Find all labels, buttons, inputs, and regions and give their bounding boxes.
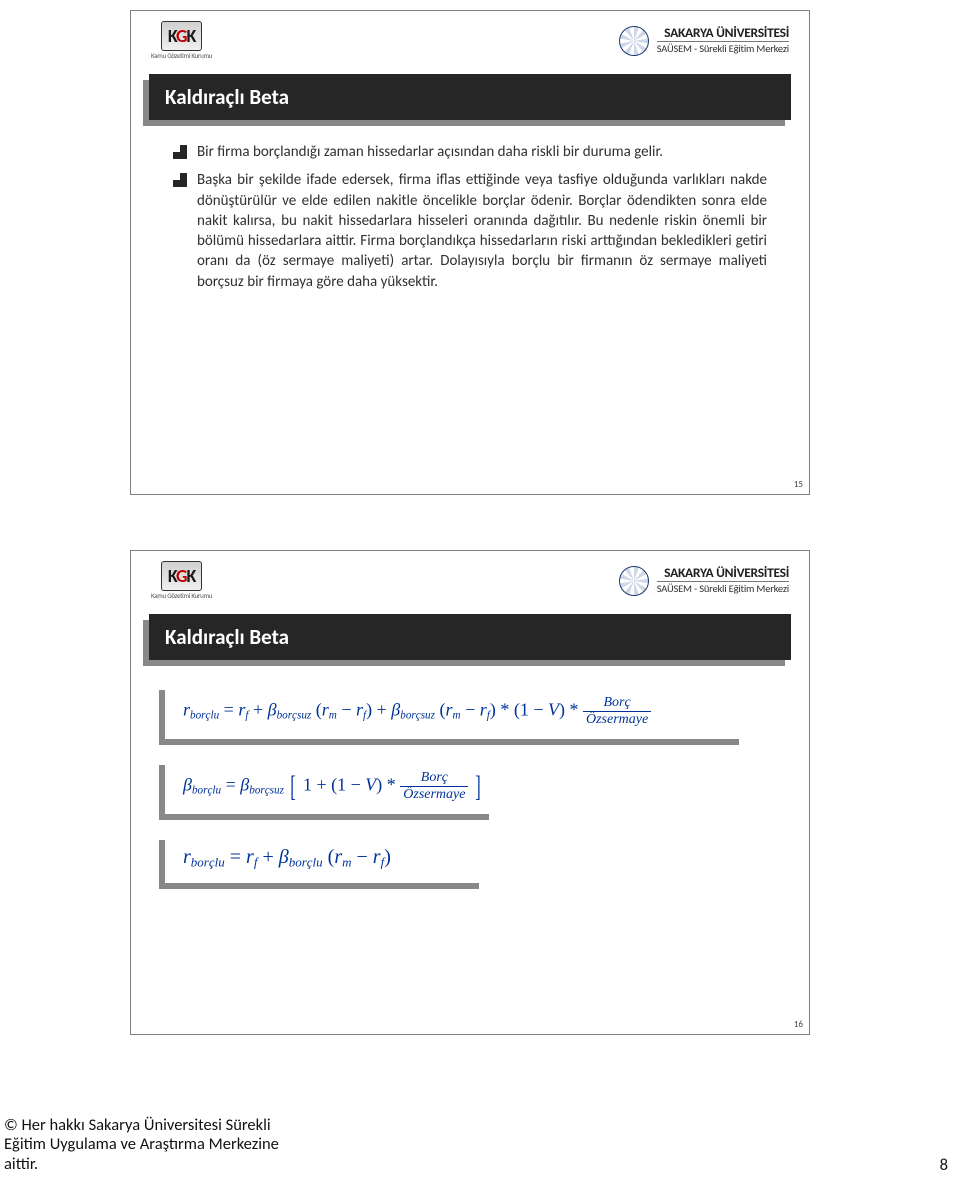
var-beta: β <box>183 775 192 795</box>
footer-line: © Her hakkı Sakarya Üniversitesi Sürekli <box>4 1116 279 1136</box>
var-r: r <box>480 700 487 720</box>
op-paren: ) <box>366 700 372 720</box>
slide-number: 16 <box>794 1019 803 1030</box>
sub-borcsuz: borçsuz <box>277 710 312 722</box>
op-eq: = <box>226 775 241 795</box>
var-beta: β <box>279 846 289 868</box>
op-minus: − <box>533 700 548 720</box>
var-v: V <box>548 700 559 720</box>
formula-2: βborçlu = βborçsuz [ 1 + (1 − V) * Borç … <box>165 759 495 814</box>
var-r: r <box>183 700 190 720</box>
slide-title: Kaldıraçlı Beta <box>149 74 791 120</box>
bullet-text: Başka bir şekilde ifade edersek, firma i… <box>197 170 767 292</box>
sub-borclu: borçlu <box>191 855 225 870</box>
footer-line: aittir. <box>4 1155 279 1175</box>
const-1: 1 <box>520 700 529 720</box>
kgk-logo: KGK Kamu Gözetimi Kurumu <box>151 21 212 60</box>
op-paren: ) * <box>376 775 400 795</box>
fraction: Borç Özsermaye <box>400 771 468 802</box>
frac-den: Özsermaye <box>583 712 651 727</box>
formula-1: rborçlu = rf + βborçsuz (rm − rf) + βbor… <box>165 684 745 739</box>
university-text: SAKARYA ÜNİVERSİTESİ SAÜSEM - Sürekli Eğ… <box>657 566 789 594</box>
op-eq: = <box>224 700 239 720</box>
university-name: SAKARYA ÜNİVERSİTESİ <box>657 566 789 581</box>
op-paren: ) * <box>490 700 510 720</box>
var-r: r <box>334 846 342 868</box>
op-minus: − <box>357 846 373 868</box>
bullet-icon <box>173 173 187 187</box>
const-1: 1 <box>303 775 312 795</box>
op-paren: ) * <box>559 700 583 720</box>
sub-m: m <box>342 855 351 870</box>
frac-num: Borç <box>400 771 468 787</box>
footer-line: Eğitim Uygulama ve Araştırma Merkezine <box>4 1135 279 1155</box>
sub-f: f <box>254 855 258 870</box>
page-number: 8 <box>940 1155 948 1175</box>
kgk-logo-text: KGK <box>168 25 195 47</box>
var-r: r <box>356 700 363 720</box>
var-r: r <box>246 846 254 868</box>
university-logo: SAKARYA ÜNİVERSİTESİ SAÜSEM - Sürekli Eğ… <box>619 26 789 56</box>
sub-borcsuz: borçsuz <box>249 785 284 797</box>
slide-header: KGK Kamu Gözetimi Kurumu SAKARYA ÜNİVERS… <box>131 551 809 608</box>
sub-m: m <box>329 710 337 722</box>
university-logo: SAKARYA ÜNİVERSİTESİ SAÜSEM - Sürekli Eğ… <box>619 566 789 596</box>
sub-borclu: borçlu <box>289 855 323 870</box>
bullet-icon <box>173 145 187 159</box>
university-subtitle: SAÜSEM - Sürekli Eğitim Merkezi <box>657 581 789 595</box>
slide-header: KGK Kamu Gözetimi Kurumu SAKARYA ÜNİVERS… <box>131 11 809 68</box>
var-r: r <box>373 846 381 868</box>
frac-num: Borç <box>583 696 651 712</box>
slide-1: KGK Kamu Gözetimi Kurumu SAKARYA ÜNİVERS… <box>130 10 810 495</box>
slide-title: Kaldıraçlı Beta <box>149 614 791 660</box>
formula-3: rborçlu = rf + βborçlu (rm − rf) <box>165 834 485 883</box>
kgk-logo-subtext: Kamu Gözetimi Kurumu <box>151 591 212 600</box>
bullet-item: Bir firma borçlandığı zaman hissedarlar … <box>173 142 767 162</box>
var-v: V <box>365 775 376 795</box>
university-subtitle: SAÜSEM - Sürekli Eğitim Merkezi <box>657 41 789 55</box>
bullet-text: Bir firma borçlandığı zaman hissedarlar … <box>197 142 663 162</box>
var-r: r <box>183 846 191 868</box>
op-plus: + <box>377 700 392 720</box>
kgk-logo-box: KGK <box>161 561 202 591</box>
op-minus: − <box>341 700 356 720</box>
slide-body: Bir firma borçlandığı zaman hissedarlar … <box>131 120 809 310</box>
var-r: r <box>322 700 329 720</box>
op-paren: ) <box>384 846 391 868</box>
kgk-logo: KGK Kamu Gözetimi Kurumu <box>151 561 212 600</box>
university-name: SAKARYA ÜNİVERSİTESİ <box>657 26 789 41</box>
page: KGK Kamu Gözetimi Kurumu SAKARYA ÜNİVERS… <box>0 0 960 1181</box>
op-eq: = <box>230 846 246 868</box>
kgk-logo-subtext: Kamu Gözetimi Kurumu <box>151 51 212 60</box>
university-emblem-icon <box>619 26 649 56</box>
var-beta: β <box>391 700 400 720</box>
slide-number: 15 <box>794 479 803 490</box>
op-plus: + <box>253 700 268 720</box>
op-minus: − <box>465 700 480 720</box>
sub-m: m <box>453 710 461 722</box>
sub-borcsuz: borçsuz <box>400 710 435 722</box>
slide-2: KGK Kamu Gözetimi Kurumu SAKARYA ÜNİVERS… <box>130 550 810 1035</box>
footer: © Her hakkı Sakarya Üniversitesi Sürekli… <box>4 1116 279 1175</box>
university-emblem-icon <box>619 566 649 596</box>
fraction: Borç Özsermaye <box>583 696 651 727</box>
kgk-logo-box: KGK <box>161 21 202 51</box>
bullet-item: Başka bir şekilde ifade edersek, firma i… <box>173 170 767 292</box>
op-minus: − <box>351 775 366 795</box>
frac-den: Özsermaye <box>400 787 468 802</box>
sub-f: f <box>245 710 248 722</box>
kgk-logo-text: KGK <box>168 565 195 587</box>
const-1: 1 <box>337 775 346 795</box>
sub-borclu: borçlu <box>190 710 219 722</box>
var-beta: β <box>240 775 249 795</box>
var-r: r <box>445 700 452 720</box>
university-text: SAKARYA ÜNİVERSİTESİ SAÜSEM - Sürekli Eğ… <box>657 26 789 54</box>
op-plus: + <box>262 846 278 868</box>
op-plus: + <box>316 775 331 795</box>
var-beta: β <box>268 700 277 720</box>
sub-borclu: borçlu <box>192 785 221 797</box>
